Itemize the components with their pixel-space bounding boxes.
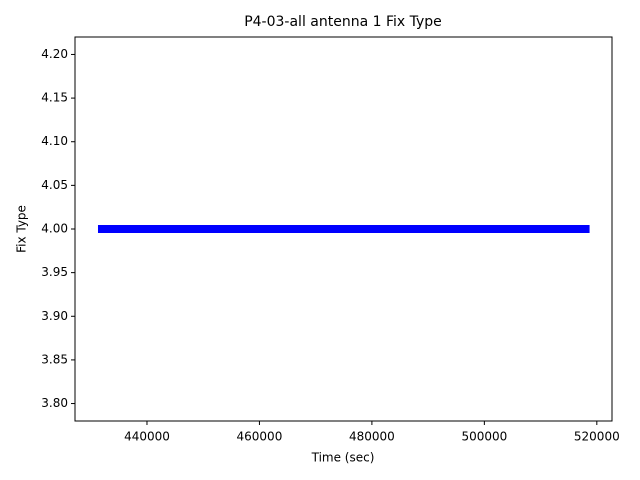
point <box>311 225 320 233</box>
point <box>199 225 208 233</box>
x-tick-label: 520000 <box>574 430 620 444</box>
y-tick-label: 4.00 <box>41 222 68 236</box>
point <box>289 225 298 233</box>
point <box>120 225 129 233</box>
point <box>390 225 399 233</box>
y-tick-label: 3.85 <box>41 352 68 366</box>
point <box>277 225 286 233</box>
x-tick-label: 500000 <box>461 430 507 444</box>
point <box>187 225 196 233</box>
y-tick-label: 4.20 <box>41 47 68 61</box>
y-tick-label: 4.05 <box>41 178 68 192</box>
point <box>345 225 354 233</box>
point <box>131 225 140 233</box>
y-tick-label: 3.80 <box>41 396 68 410</box>
point <box>244 225 253 233</box>
point <box>525 225 534 233</box>
point <box>469 225 478 233</box>
y-tick-label: 4.10 <box>41 134 68 148</box>
chart-title: P4-03-all antenna 1 Fix Type <box>244 14 442 30</box>
y-tick-label: 3.90 <box>41 309 68 323</box>
x-axis-label: Time (sec) <box>311 451 375 465</box>
point <box>559 225 568 233</box>
point <box>232 225 241 233</box>
point <box>300 225 309 233</box>
point <box>210 225 219 233</box>
point <box>266 225 275 233</box>
point <box>514 225 523 233</box>
point <box>322 225 331 233</box>
point <box>154 225 163 233</box>
point <box>536 225 545 233</box>
point <box>176 225 185 233</box>
point <box>424 225 433 233</box>
point <box>457 225 466 233</box>
point <box>547 225 556 233</box>
point <box>412 225 421 233</box>
point <box>109 225 118 233</box>
point <box>334 225 343 233</box>
point <box>367 225 376 233</box>
point <box>446 225 455 233</box>
point <box>165 225 174 233</box>
point <box>581 225 590 233</box>
x-tick-label: 440000 <box>124 430 170 444</box>
point <box>491 225 500 233</box>
plot-frame <box>74 36 613 422</box>
point <box>142 225 151 233</box>
y-axis-label: Fix Type <box>15 205 29 253</box>
point <box>570 225 579 233</box>
point <box>480 225 489 233</box>
y-tick-label: 4.15 <box>41 91 68 105</box>
point <box>379 225 388 233</box>
point <box>97 225 106 233</box>
point <box>502 225 511 233</box>
y-tick-label: 3.95 <box>41 265 68 279</box>
x-tick-label: 480000 <box>349 430 395 444</box>
point <box>221 225 230 233</box>
x-tick-label: 460000 <box>237 430 283 444</box>
point <box>356 225 365 233</box>
point <box>435 225 444 233</box>
point <box>255 225 264 233</box>
point <box>401 225 410 233</box>
